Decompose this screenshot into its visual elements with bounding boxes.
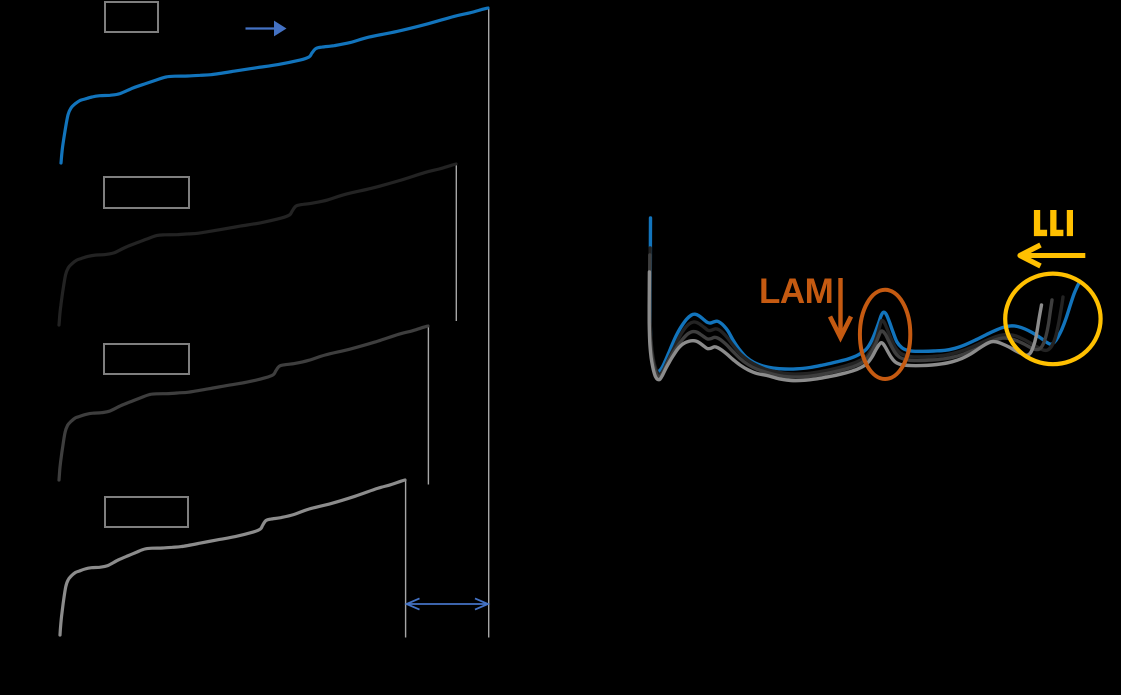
- svg-text:LAM: LAM: [759, 272, 833, 311]
